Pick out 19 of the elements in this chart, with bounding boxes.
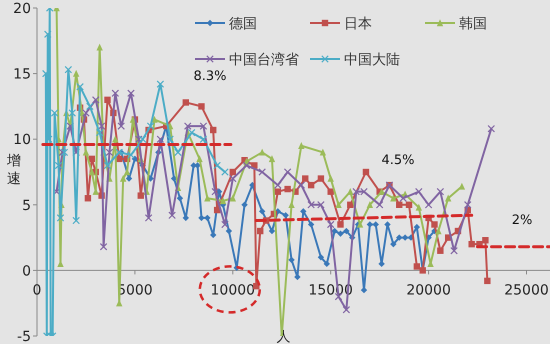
x-tick-label: 25000 (504, 282, 549, 298)
y-tick-label: 10 (13, 132, 31, 148)
annotation: 4.5% (381, 153, 415, 168)
x-tick-label: 0 (32, 282, 42, 298)
legend-label: 中国台湾省 (229, 52, 299, 68)
legend-label: 日本 (344, 16, 372, 32)
y-tick-label: -5 (17, 329, 31, 344)
legend-label: 德国 (229, 16, 257, 32)
annotation: 8.3% (193, 69, 227, 84)
y-tick-label: 0 (22, 263, 31, 280)
x-tick-label: 10000 (210, 282, 256, 298)
y-axis-title: 增速 (6, 153, 21, 187)
x-tick-label: 20000 (406, 282, 451, 298)
legend-label: 中国大陆 (344, 52, 400, 68)
y-tick-label: 20 (13, 1, 31, 17)
annotation: 2% (512, 213, 532, 228)
y-tick-label: 5 (22, 198, 31, 214)
legend-label: 韩国 (459, 16, 487, 32)
y-tick-label: 15 (13, 66, 31, 83)
